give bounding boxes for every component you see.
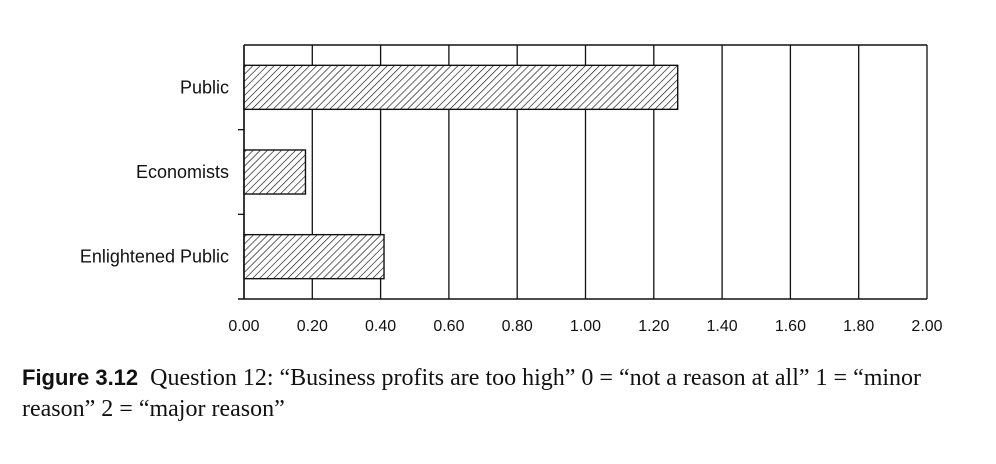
x-tick-label: 1.60 [775, 318, 806, 335]
x-tick-label: 0.00 [228, 318, 259, 335]
x-tick-label: 1.00 [570, 318, 601, 335]
x-tick-label: 0.20 [297, 318, 328, 335]
figure-caption-text: Question 12: “Business profits are too h… [22, 365, 922, 422]
x-tick-labels: 0.00 0.20 0.40 0.60 0.80 1.00 1.20 1.40 1.60 1.80… [228, 318, 942, 335]
category-label: Public [180, 77, 229, 97]
bar [243, 149, 307, 195]
figure-caption: Figure 3.12 Question 12: “Business profi… [22, 362, 972, 425]
x-tick-label: 0.60 [433, 318, 464, 335]
bar-chart: 0.00 0.20 0.40 0.60 0.80 1.00 1.20 1.40 1.60 1.80… [80, 44, 943, 335]
x-tick-label: 1.80 [843, 318, 874, 335]
category-labels: Public Economists Enlightened Public [80, 77, 229, 266]
x-tick-label: 0.80 [502, 318, 533, 335]
figure-label: Figure 3.12 [22, 365, 139, 390]
bars [243, 64, 679, 280]
x-tick-label: 1.40 [707, 318, 738, 335]
category-label: Economists [136, 162, 229, 182]
category-label: Enlightened Public [80, 247, 229, 267]
x-tick-label: 1.20 [638, 318, 669, 335]
plot-frame [238, 44, 927, 300]
x-tick-label: 2.00 [911, 318, 942, 335]
x-tick-label: 0.40 [365, 318, 396, 335]
bar [243, 64, 679, 111]
bar [243, 233, 385, 280]
